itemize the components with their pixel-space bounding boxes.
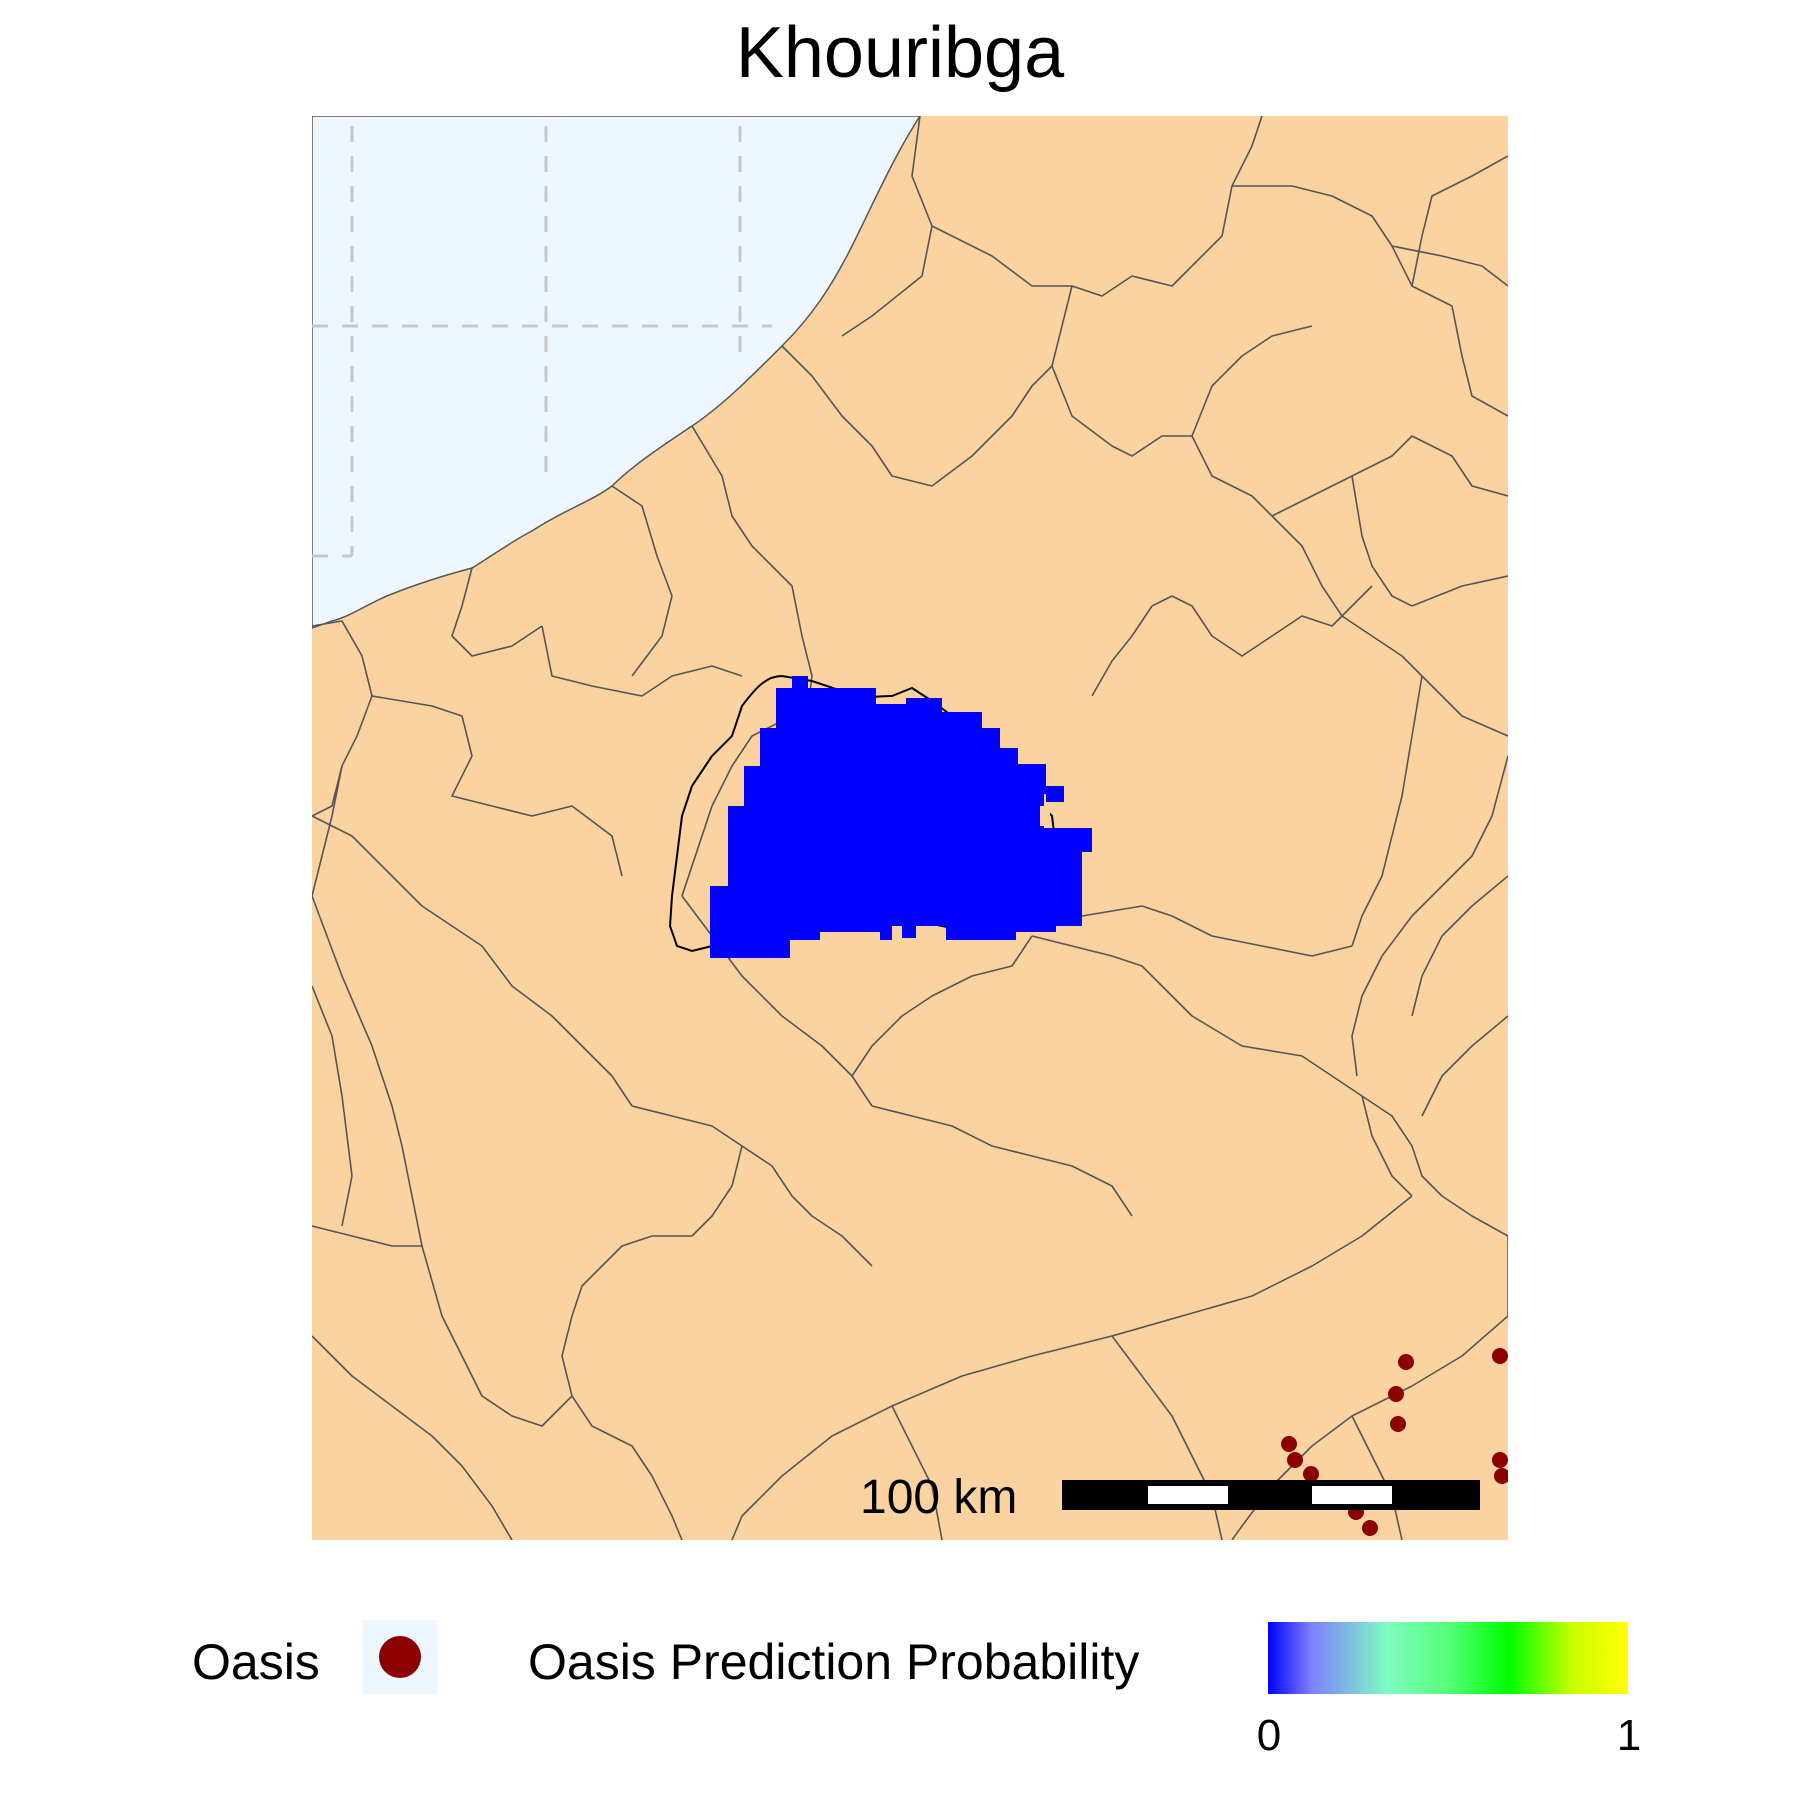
scale-bar-label: 100 km bbox=[860, 1471, 1018, 1524]
oasis-point bbox=[1287, 1452, 1303, 1468]
oasis-point bbox=[1390, 1416, 1406, 1432]
legend-oasis-label: Oasis bbox=[192, 1634, 320, 1690]
raster-notch bbox=[1040, 806, 1050, 826]
oasis-dot-icon bbox=[379, 1636, 421, 1678]
map-panel bbox=[312, 116, 1508, 1540]
oasis-point bbox=[1303, 1466, 1319, 1482]
sea-area bbox=[312, 116, 921, 629]
oasis-point bbox=[1492, 1348, 1508, 1364]
scale-bar bbox=[1062, 1480, 1480, 1510]
map-title: Khouribga bbox=[735, 13, 1065, 93]
prediction-raster bbox=[710, 676, 1092, 958]
admin-boundaries bbox=[312, 116, 1508, 1540]
map-canvas bbox=[312, 116, 1508, 1540]
colorbar-max-label: 1 bbox=[1616, 1711, 1642, 1760]
oasis-point bbox=[1281, 1436, 1297, 1452]
probability-colorbar bbox=[1268, 1622, 1628, 1694]
colorbar-min-label: 0 bbox=[1256, 1711, 1282, 1760]
oasis-point bbox=[1398, 1354, 1414, 1370]
oasis-point bbox=[1494, 1468, 1508, 1484]
oasis-point bbox=[1492, 1452, 1508, 1468]
legend-probability-label: Oasis Prediction Probability bbox=[528, 1634, 1140, 1690]
legend-oasis-key bbox=[363, 1620, 437, 1694]
oasis-point bbox=[1362, 1520, 1378, 1536]
oasis-point bbox=[1388, 1386, 1404, 1402]
graticule bbox=[312, 126, 772, 558]
